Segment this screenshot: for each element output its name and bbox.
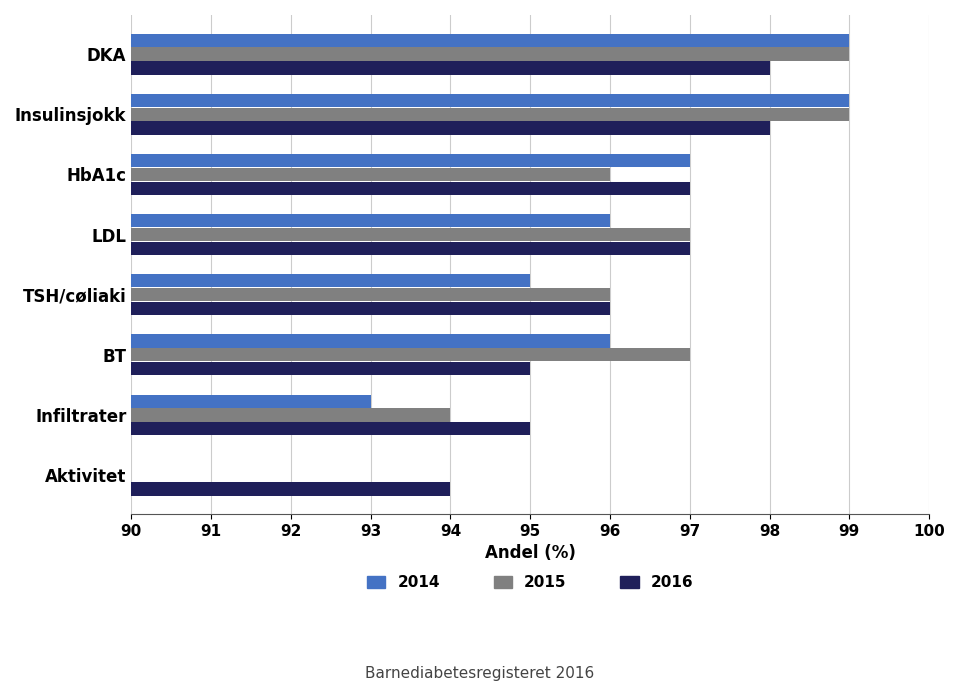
Bar	[132, 422, 530, 436]
Bar	[132, 34, 850, 47]
Bar	[132, 228, 690, 241]
Bar	[132, 62, 770, 75]
Bar	[132, 94, 850, 107]
Legend: 2014, 2015, 2016: 2014, 2015, 2016	[361, 569, 700, 597]
Bar	[132, 288, 610, 301]
Bar	[132, 408, 450, 421]
Bar	[132, 274, 530, 288]
Bar	[132, 334, 610, 347]
Bar	[132, 47, 850, 61]
Bar	[132, 168, 610, 181]
Bar	[132, 302, 610, 315]
Bar	[132, 482, 450, 495]
Bar	[132, 121, 770, 135]
Text: Barnediabetesregisteret 2016: Barnediabetesregisteret 2016	[366, 666, 594, 681]
Bar	[132, 348, 690, 362]
Bar	[132, 108, 850, 121]
Bar	[132, 362, 530, 375]
Bar	[132, 182, 690, 195]
Bar	[132, 154, 690, 167]
Bar	[132, 242, 690, 255]
X-axis label: Andel (%): Andel (%)	[485, 545, 576, 562]
Bar	[132, 214, 610, 227]
Bar	[132, 395, 371, 408]
